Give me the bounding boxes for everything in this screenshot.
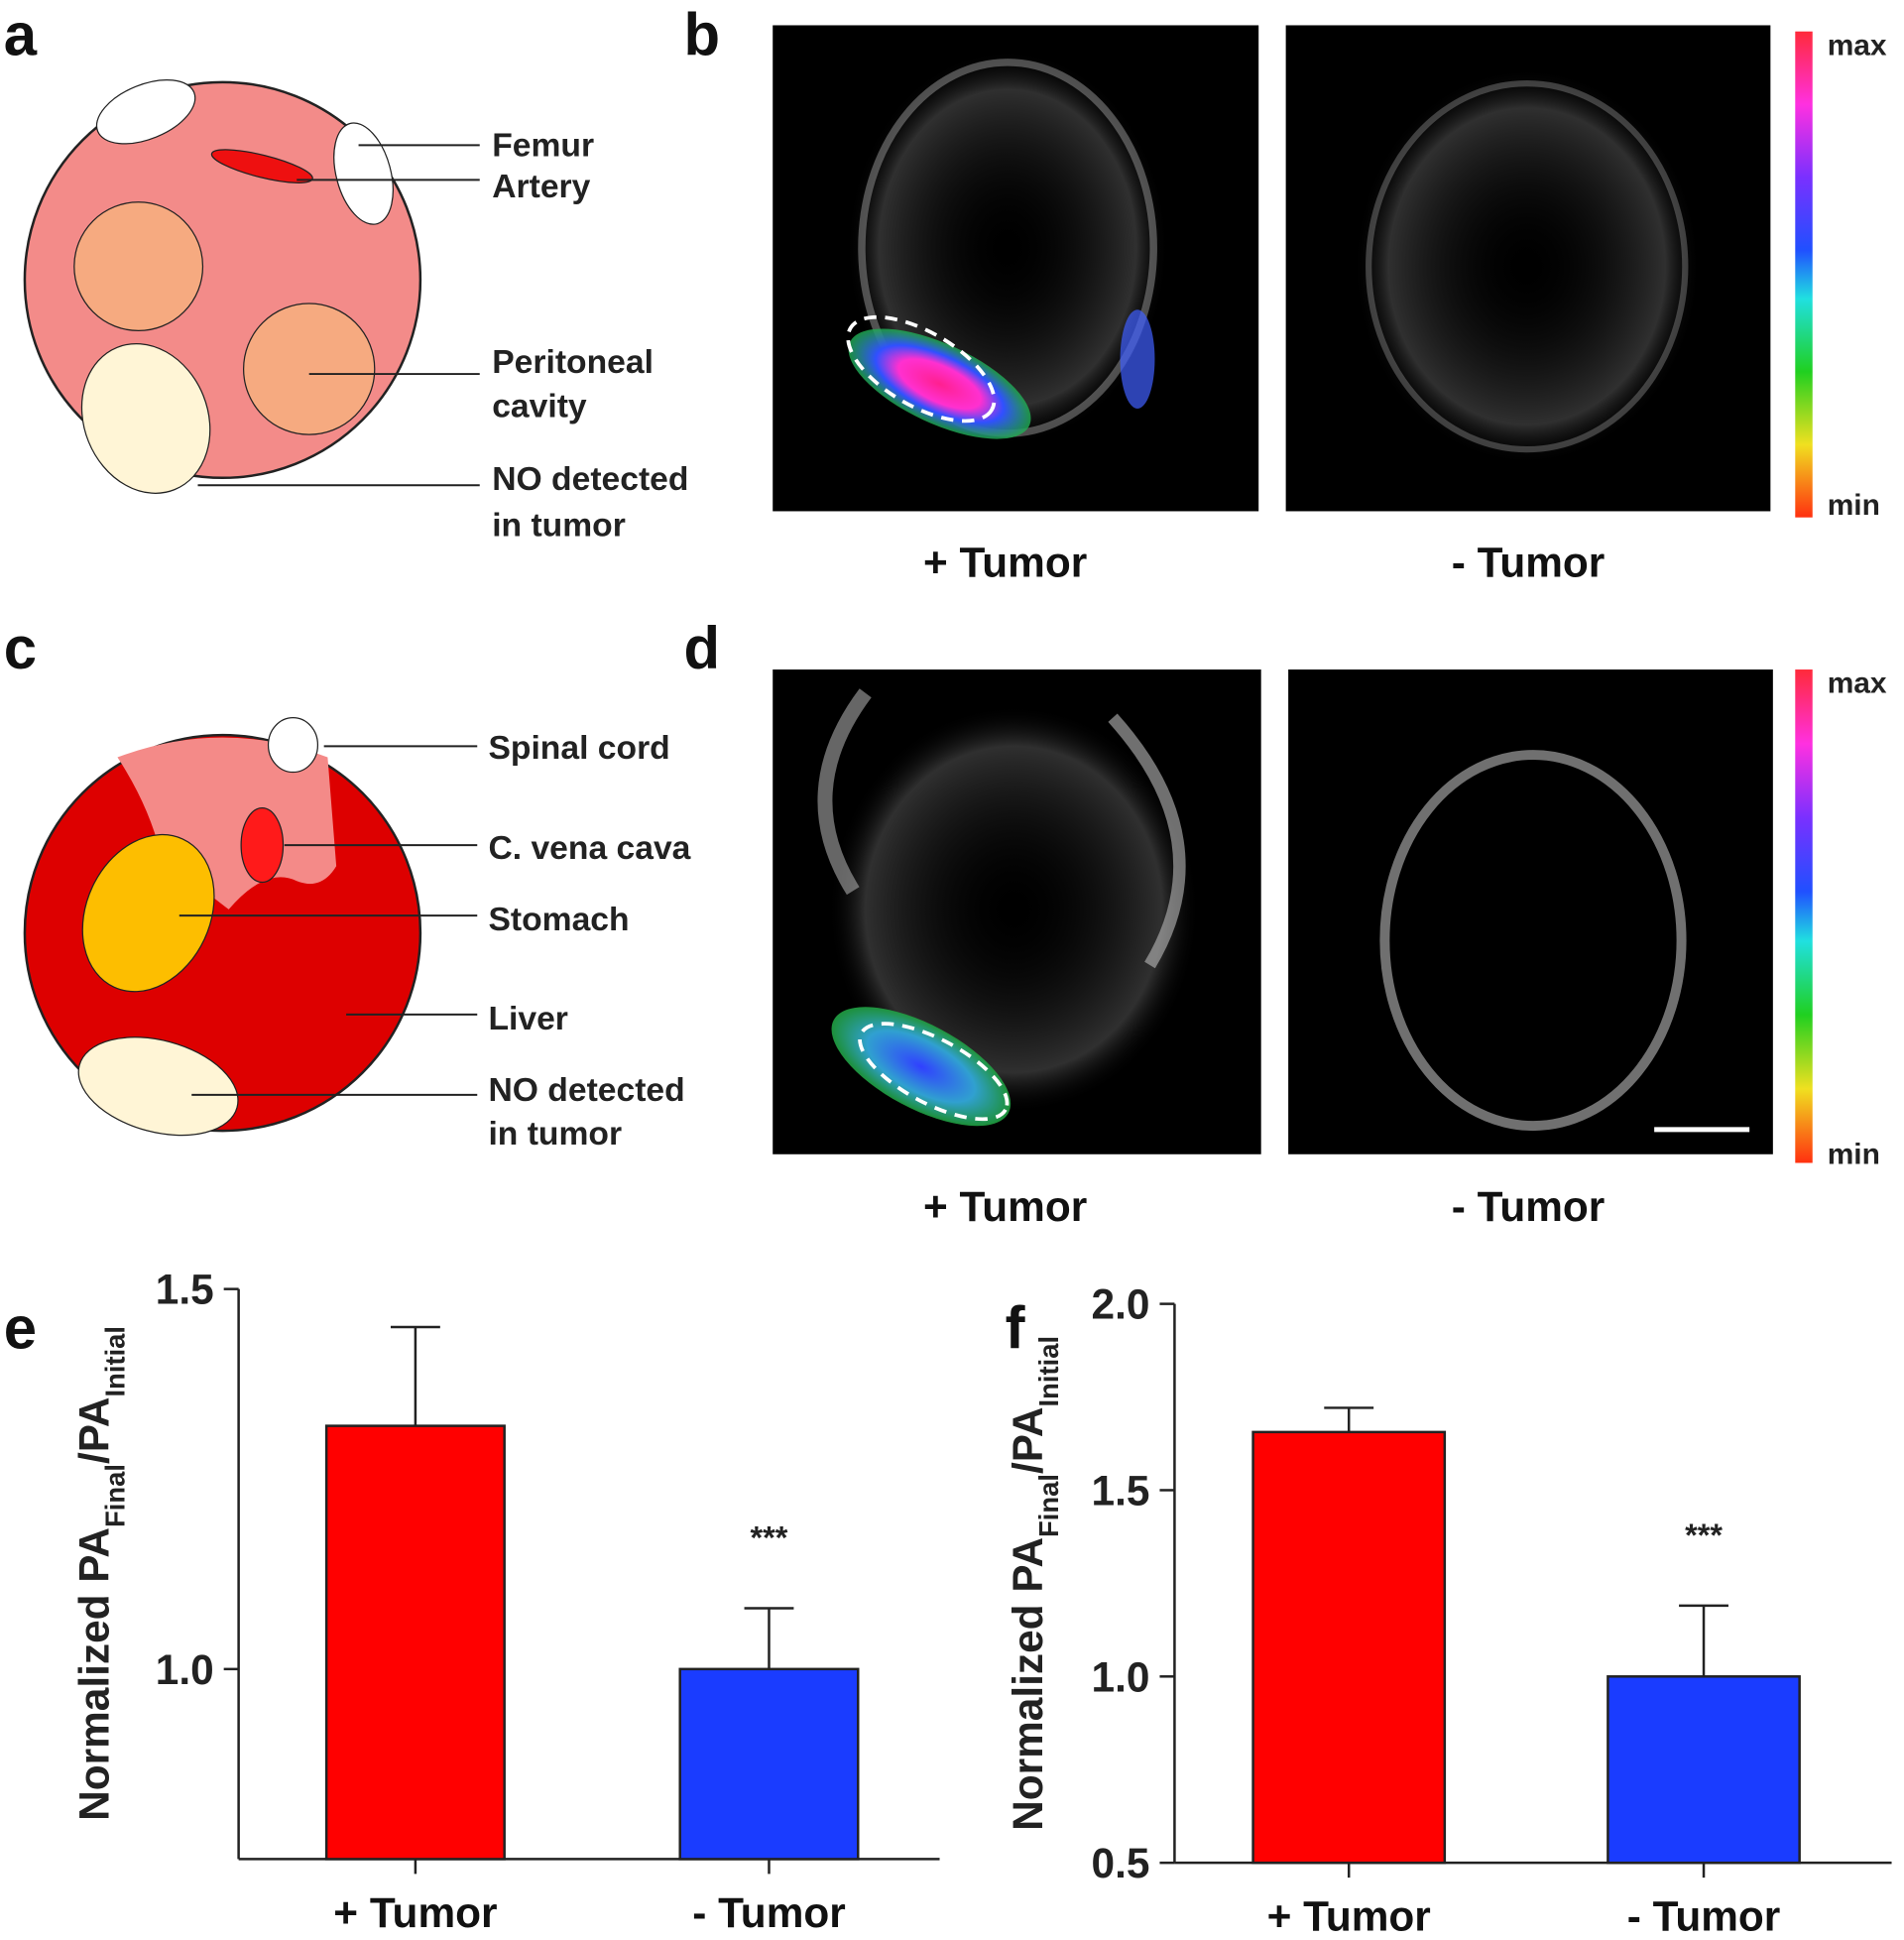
caption: - Tumor bbox=[1452, 540, 1606, 586]
caption: + Tumor bbox=[923, 1183, 1087, 1230]
tumor bbox=[80, 342, 211, 494]
x-tick-label: + Tumor bbox=[1267, 1893, 1431, 1940]
cavity bbox=[73, 201, 204, 332]
y-tick-label: 1.0 bbox=[1092, 1653, 1150, 1700]
panel-label: b bbox=[683, 1, 720, 67]
annotation: Spinal cord bbox=[488, 730, 669, 767]
signal bbox=[1120, 309, 1155, 409]
bar bbox=[1606, 1675, 1801, 1865]
annotation: Liver bbox=[488, 1001, 567, 1037]
artery bbox=[210, 149, 313, 183]
y-tick-label: 1.0 bbox=[156, 1646, 214, 1693]
bar bbox=[324, 1424, 506, 1861]
colorbar-label: max bbox=[1828, 667, 1887, 700]
y-axis-label-part: /PA bbox=[1005, 1406, 1051, 1474]
y-axis-label-part: Final bbox=[99, 1464, 130, 1527]
stomach bbox=[81, 833, 215, 993]
spinal-cord bbox=[267, 717, 319, 774]
x-tick-label: + Tumor bbox=[333, 1889, 497, 1936]
x-tick-label: - Tumor bbox=[1627, 1893, 1781, 1940]
caption: - Tumor bbox=[1452, 1183, 1606, 1230]
image-panel: max min + Tumor - Tumor bbox=[773, 667, 1887, 1230]
annotation: Peritoneal bbox=[492, 344, 654, 381]
tumor bbox=[77, 1036, 239, 1137]
y-axis-label-part: Initial bbox=[1033, 1336, 1064, 1407]
tumor-outline bbox=[858, 1022, 1010, 1122]
y-axis-label: Normalized PAFinal/PAInitial bbox=[1005, 1336, 1064, 1831]
panel-label: a bbox=[4, 1, 38, 67]
tumor-outline bbox=[846, 314, 997, 424]
annotation: Artery bbox=[492, 169, 590, 205]
tissue bbox=[1379, 750, 1687, 1132]
bar bbox=[1251, 1430, 1447, 1865]
annotation: NO detected bbox=[492, 461, 688, 498]
y-tick-label: 1.5 bbox=[1092, 1467, 1150, 1514]
tissue bbox=[817, 688, 872, 896]
significance-label: *** bbox=[1685, 1517, 1723, 1553]
cavity bbox=[242, 303, 376, 435]
caption: + Tumor bbox=[923, 540, 1087, 586]
panel-label: d bbox=[683, 615, 720, 681]
significance-label: *** bbox=[751, 1520, 788, 1556]
y-axis-label-part: Normalized PA bbox=[1005, 1537, 1051, 1831]
colorbar-label: min bbox=[1828, 489, 1880, 522]
signal bbox=[848, 328, 1031, 439]
y-axis-label-part: /PA bbox=[71, 1397, 118, 1465]
tissue bbox=[1366, 79, 1689, 453]
panel-label: f bbox=[1006, 1295, 1026, 1362]
schematic: Spinal cord C. vena cava Stomach Liver N… bbox=[23, 717, 691, 1152]
y-tick-label: 0.5 bbox=[1092, 1840, 1150, 1886]
x-tick-label: - Tumor bbox=[692, 1889, 846, 1936]
panel-label: c bbox=[4, 615, 37, 681]
annotation: in tumor bbox=[492, 507, 626, 544]
annotation: in tumor bbox=[488, 1116, 622, 1152]
annotation: C. vena cava bbox=[488, 830, 690, 867]
annotation: Femur bbox=[492, 128, 594, 165]
region bbox=[117, 737, 337, 909]
annotation: cavity bbox=[492, 389, 587, 425]
image-panel: max min + Tumor - Tumor bbox=[773, 25, 1887, 586]
colorbar-label: min bbox=[1828, 1139, 1880, 1171]
y-axis-label-part: Final bbox=[1033, 1474, 1064, 1537]
schematic: Femur Artery Peritoneal cavity NO detect… bbox=[23, 79, 688, 544]
tissue bbox=[828, 705, 1200, 1114]
annotation: Stomach bbox=[488, 902, 629, 938]
colorbar-label: max bbox=[1828, 29, 1887, 61]
image bbox=[1288, 669, 1773, 1154]
tissue bbox=[1354, 68, 1701, 465]
femur bbox=[95, 79, 196, 145]
signal bbox=[831, 1007, 1012, 1127]
colorbar bbox=[1795, 31, 1813, 518]
y-axis-label-part: Normalized PA bbox=[71, 1527, 118, 1821]
tissue bbox=[1108, 713, 1186, 969]
y-axis-label-part: Initial bbox=[99, 1326, 130, 1397]
y-axis-label: Normalized PAFinal/PAInitial bbox=[71, 1326, 131, 1821]
colorbar bbox=[1795, 669, 1813, 1163]
annotation: NO detected bbox=[488, 1072, 684, 1109]
y-tick-label: 2.0 bbox=[1092, 1281, 1150, 1328]
panel-label: e bbox=[4, 1295, 37, 1362]
y-tick-label: 1.5 bbox=[156, 1267, 214, 1313]
bar bbox=[678, 1667, 860, 1861]
vena-cava bbox=[240, 807, 285, 884]
